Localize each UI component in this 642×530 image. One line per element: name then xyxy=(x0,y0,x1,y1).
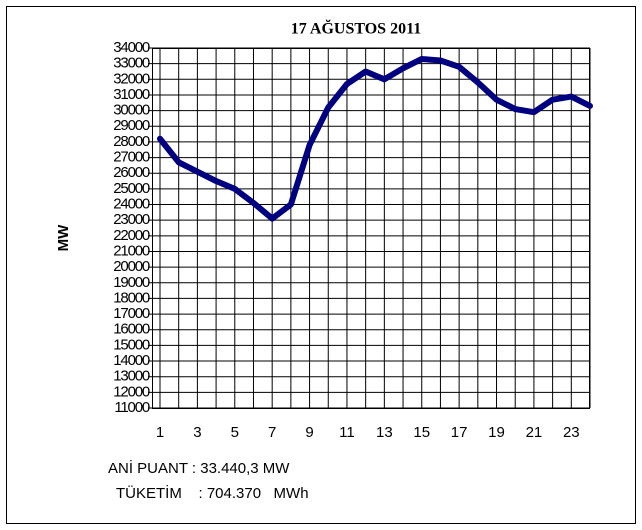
y-tick-label: 26000 xyxy=(113,164,150,181)
y-tick-label: 20000 xyxy=(113,258,150,275)
data-line xyxy=(157,55,593,222)
x-tick-label: 9 xyxy=(305,424,313,441)
x-tick-label: 21 xyxy=(526,424,543,441)
y-tick-label: 25000 xyxy=(113,180,150,197)
y-tick-label: 31000 xyxy=(113,86,150,103)
y-tick-label: 11000 xyxy=(114,399,149,416)
x-tick-label: 5 xyxy=(231,424,239,441)
x-tick-label: 3 xyxy=(193,424,201,441)
y-tick-label: 28000 xyxy=(113,133,150,150)
y-tick-label: 12000 xyxy=(113,383,150,400)
y-tick-label: 14000 xyxy=(113,352,150,369)
x-tick-label: 23 xyxy=(563,424,580,441)
x-tick-label: 19 xyxy=(488,424,505,441)
y-tick-label: 24000 xyxy=(113,195,150,212)
y-tick-label: 27000 xyxy=(113,149,150,166)
y-tick-label: 32000 xyxy=(113,70,150,87)
y-axis-label: MW xyxy=(55,224,72,251)
x-tick-label: 13 xyxy=(376,424,393,441)
x-tick-label: 11 xyxy=(339,424,355,441)
y-tick-label: 33000 xyxy=(113,55,150,72)
chart-title: 17 AĞUSTOS 2011 xyxy=(291,19,421,38)
y-tick-label: 17000 xyxy=(113,305,150,322)
y-tick-label: 23000 xyxy=(113,211,150,228)
y-tick-label: 34000 xyxy=(113,39,150,56)
x-tick-label: 7 xyxy=(268,424,276,441)
y-tick-label: 19000 xyxy=(113,274,150,291)
y-tick-label: 13000 xyxy=(113,368,150,385)
y-tick-label: 18000 xyxy=(113,289,150,306)
y-tick-label: 15000 xyxy=(113,336,150,353)
y-tick-label: 21000 xyxy=(113,242,150,259)
y-tick-label: 16000 xyxy=(113,321,150,338)
annotation: ANİ PUANT : 33.440,3 MW xyxy=(108,459,290,477)
y-tick-label: 29000 xyxy=(113,117,150,134)
x-tick-label: 1 xyxy=(156,424,164,441)
x-tick-label: 15 xyxy=(413,424,430,441)
x-tick-label: 17 xyxy=(451,424,468,441)
frame xyxy=(6,6,636,524)
annotation: TÜKETİM : 704.370 MWh xyxy=(116,484,309,502)
y-tick-label: 22000 xyxy=(113,227,150,244)
y-tick-label: 30000 xyxy=(113,102,150,119)
